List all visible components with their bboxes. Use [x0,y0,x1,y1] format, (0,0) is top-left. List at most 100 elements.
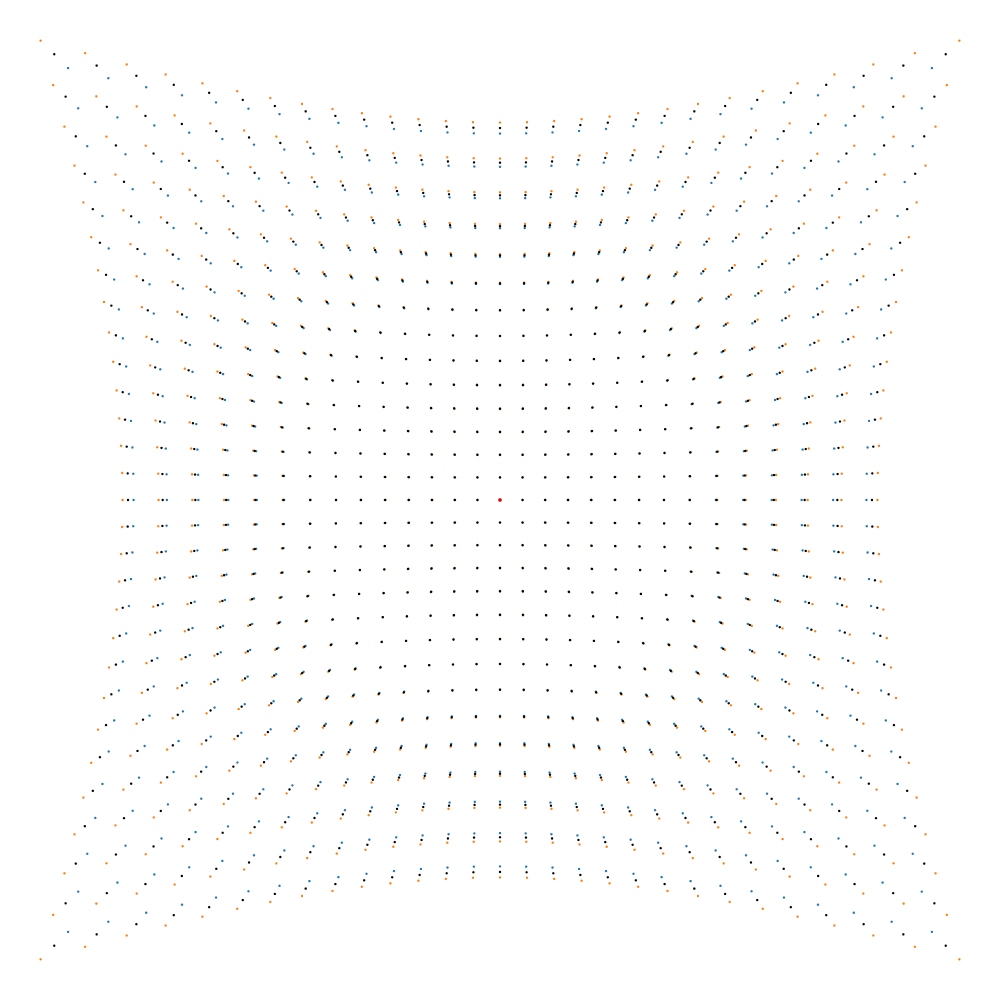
scatter-point [233,259,236,263]
scatter-point [448,773,452,776]
scatter-point [359,545,362,548]
scatter-point [800,498,803,502]
scatter-point [734,761,738,764]
scatter-point [154,578,157,581]
scatter-point [816,903,820,906]
scatter-point [360,112,364,115]
scatter-point [776,397,779,401]
scatter-point [156,340,159,344]
scatter-point [449,744,453,747]
scatter-point [722,862,725,865]
scatter-point [719,112,722,116]
scatter-point [728,269,731,272]
scatter-point [848,633,851,636]
scatter-point [389,882,392,885]
scatter-point [788,122,791,125]
scatter-point [373,748,377,751]
scatter-point [597,746,601,750]
scatter-point [645,303,648,306]
scatter-point [883,824,886,827]
scatter-point [930,66,934,70]
scatter-point [123,418,127,421]
scatter-point [473,803,476,807]
scatter-point [453,590,456,593]
scatter-point [389,115,392,118]
scatter-point [209,262,212,265]
scatter-point [884,719,888,722]
scatter-point [653,808,657,812]
scatter-point [129,419,133,423]
scatter-point [602,161,605,164]
scatter-point [282,474,285,478]
scatter-point [845,181,848,184]
scatter-point [820,257,823,261]
scatter-point [843,578,846,581]
scatter-point [253,449,256,453]
scatter-point [194,222,198,225]
scatter-point [911,852,914,855]
scatter-point [317,784,320,787]
scatter-point [642,355,645,358]
scatter-point [223,598,227,602]
scatter-point [778,600,782,604]
scatter-point [873,844,876,847]
scatter-point [226,474,230,477]
scatter-point [135,722,138,725]
scatter-point [877,552,881,556]
scatter-point [331,107,334,111]
scatter-point [551,866,554,869]
scatter-point [219,625,222,629]
scatter-point [452,383,456,386]
scatter-point [156,656,159,660]
scatter-point [306,402,309,406]
scatter-point [191,370,194,374]
scatter-point [840,525,843,528]
scatter-point [359,452,362,455]
scatter-point [362,118,366,121]
scatter-point [66,930,70,934]
scatter-point [266,730,270,734]
scatter-point [188,653,192,657]
scatter-point [686,176,690,179]
scatter-point [934,872,937,875]
scatter-point [550,160,554,163]
scatter-point [678,780,681,784]
scatter-point [395,161,398,164]
scatter-point [498,222,502,226]
scatter-point [691,594,694,598]
scatter-point [98,756,102,759]
scatter-point [308,522,312,525]
scatter-point [107,247,110,250]
scatter-point [903,180,906,184]
scatter-point [95,933,98,936]
scatter-point [722,324,726,328]
scatter-point [809,188,812,191]
scatter-point [630,813,633,817]
scatter-point [654,213,657,216]
scatter-point [806,370,809,374]
scatter-point [575,191,578,195]
scatter-point [748,373,751,377]
scatter-point [403,332,407,336]
scatter-point [722,349,725,353]
scatter-point [722,135,725,138]
scatter-point [811,602,814,606]
scatter-point [873,579,877,582]
scatter-point [788,262,791,265]
scatter-point [91,207,95,211]
scatter-point [316,185,319,188]
scatter-point [406,406,409,409]
scatter-point [753,320,757,323]
scatter-point [617,356,620,360]
scatter-point [810,369,813,372]
scatter-point [550,807,553,811]
scatter-point [524,190,527,194]
scatter-point [338,150,341,154]
scatter-point [674,273,677,276]
scatter-point [656,841,660,844]
scatter-point [521,543,524,547]
scatter-point [112,278,116,281]
scatter-point [697,697,700,700]
scatter-point [856,305,860,309]
scatter-point [549,193,553,196]
